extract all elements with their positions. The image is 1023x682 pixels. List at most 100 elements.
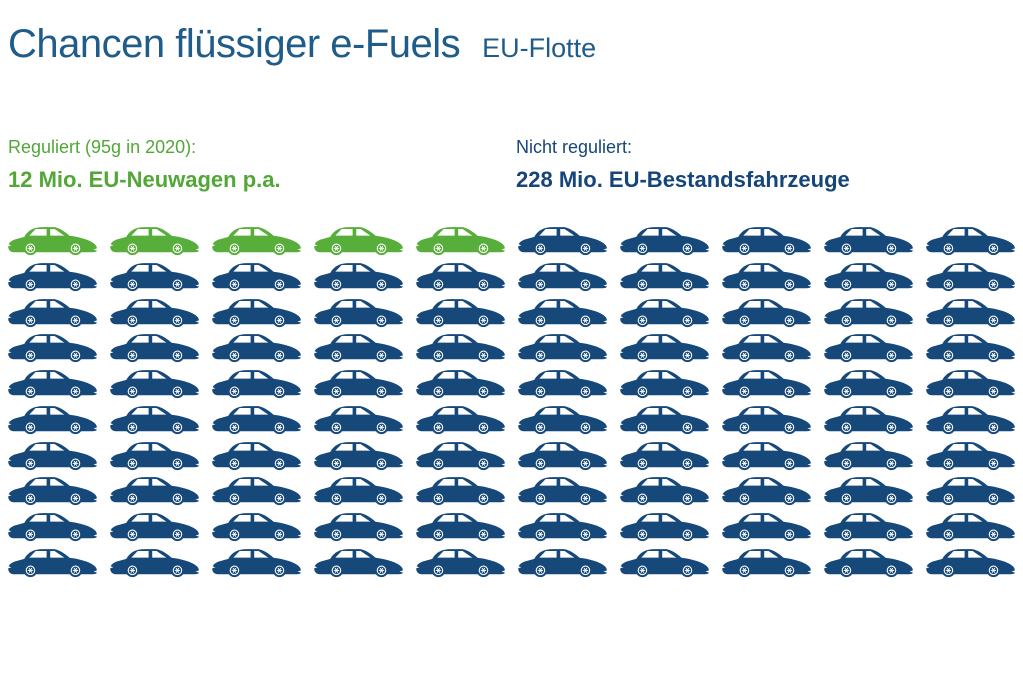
legend-regulated: Reguliert (95g in 2020): 12 Mio. EU-Neuw… (8, 137, 281, 193)
car-side-icon (211, 296, 302, 329)
car-side-icon (823, 510, 914, 543)
car-side-icon (619, 546, 710, 579)
car-side-icon (823, 403, 914, 436)
car-side-icon (415, 474, 506, 507)
car-side-icon (619, 439, 710, 472)
car-side-icon (415, 260, 506, 293)
car-side-icon (211, 510, 302, 543)
car-side-icon (109, 224, 200, 257)
car-side-icon (109, 367, 200, 400)
header: Chancen flüssiger e-Fuels EU-Flotte (8, 22, 596, 66)
car-side-icon (517, 367, 608, 400)
car-side-icon (619, 510, 710, 543)
car-side-icon (7, 224, 98, 257)
car-side-icon (517, 403, 608, 436)
car-side-icon (313, 224, 404, 257)
car-side-icon (415, 439, 506, 472)
car-side-icon (721, 403, 812, 436)
car-side-icon (7, 260, 98, 293)
car-side-icon (619, 260, 710, 293)
page-title: Chancen flüssiger e-Fuels (8, 22, 461, 66)
car-side-icon (721, 331, 812, 364)
car-side-icon (313, 474, 404, 507)
car-side-icon (925, 260, 1016, 293)
car-side-icon (109, 439, 200, 472)
car-side-icon (823, 224, 914, 257)
car-side-icon (925, 403, 1016, 436)
car-side-icon (517, 260, 608, 293)
car-side-icon (7, 439, 98, 472)
car-side-icon (925, 439, 1016, 472)
car-side-icon (619, 367, 710, 400)
car-side-icon (415, 367, 506, 400)
car-side-icon (7, 367, 98, 400)
car-side-icon (313, 403, 404, 436)
car-side-icon (823, 546, 914, 579)
car-side-icon (517, 546, 608, 579)
car-side-icon (925, 367, 1016, 400)
car-side-icon (925, 510, 1016, 543)
car-side-icon (517, 224, 608, 257)
car-side-icon (415, 331, 506, 364)
car-side-icon (925, 331, 1016, 364)
car-side-icon (211, 474, 302, 507)
legend-regulated-label: Reguliert (95g in 2020): (8, 137, 197, 157)
car-side-icon (109, 296, 200, 329)
car-side-icon (721, 510, 812, 543)
car-side-icon (925, 224, 1016, 257)
car-side-icon (823, 296, 914, 329)
car-side-icon (7, 474, 98, 507)
car-side-icon (109, 403, 200, 436)
legend-regulated-value: 12 Mio. EU-Neuwagen p.a. (8, 167, 281, 192)
car-side-icon (823, 260, 914, 293)
car-side-icon (517, 331, 608, 364)
car-side-icon (211, 403, 302, 436)
car-side-icon (823, 474, 914, 507)
car-side-icon (517, 296, 608, 329)
car-side-icon (721, 296, 812, 329)
car-side-icon (313, 331, 404, 364)
car-side-icon (313, 296, 404, 329)
car-side-icon (721, 546, 812, 579)
car-side-icon (415, 296, 506, 329)
car-side-icon (721, 367, 812, 400)
car-side-icon (925, 474, 1016, 507)
car-side-icon (211, 439, 302, 472)
car-side-icon (7, 403, 98, 436)
legend-unregulated-value: 228 Mio. EU-Bestandsfahrzeuge (516, 167, 850, 192)
car-side-icon (313, 510, 404, 543)
car-side-icon (109, 260, 200, 293)
car-side-icon (823, 367, 914, 400)
legend-unregulated: Nicht reguliert: 228 Mio. EU-Bestandsfah… (516, 137, 850, 193)
car-side-icon (313, 439, 404, 472)
car-side-icon (211, 331, 302, 364)
car-grid (7, 224, 1016, 579)
car-side-icon (721, 439, 812, 472)
car-side-icon (619, 331, 710, 364)
car-side-icon (619, 296, 710, 329)
car-side-icon (517, 510, 608, 543)
car-side-icon (7, 510, 98, 543)
car-side-icon (313, 367, 404, 400)
car-side-icon (415, 510, 506, 543)
car-side-icon (517, 474, 608, 507)
car-side-icon (211, 260, 302, 293)
car-side-icon (415, 546, 506, 579)
car-side-icon (619, 474, 710, 507)
car-side-icon (109, 546, 200, 579)
car-side-icon (517, 439, 608, 472)
car-side-icon (925, 546, 1016, 579)
car-side-icon (721, 474, 812, 507)
car-side-icon (7, 331, 98, 364)
car-side-icon (313, 546, 404, 579)
car-side-icon (109, 510, 200, 543)
car-side-icon (619, 403, 710, 436)
car-side-icon (415, 403, 506, 436)
car-side-icon (7, 546, 98, 579)
car-side-icon (211, 367, 302, 400)
car-side-icon (211, 224, 302, 257)
car-side-icon (109, 474, 200, 507)
car-side-icon (211, 546, 302, 579)
car-side-icon (925, 296, 1016, 329)
